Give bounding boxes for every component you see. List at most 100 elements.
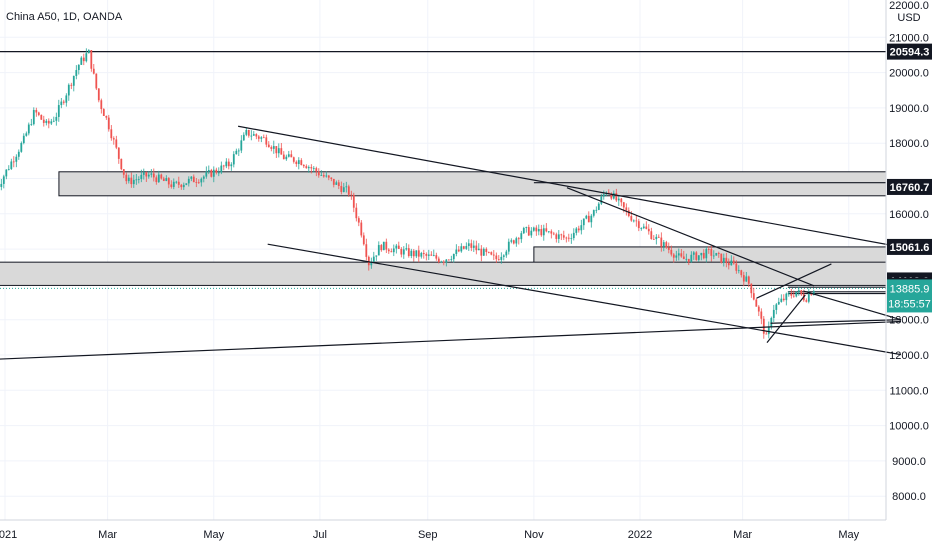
candle-body (697, 255, 700, 260)
candle-body (407, 248, 410, 256)
candle (772, 304, 775, 322)
candle-body (220, 165, 223, 173)
candle-body (765, 333, 768, 335)
candle (160, 173, 163, 180)
candle (182, 182, 185, 190)
candle (740, 269, 743, 278)
candle-body (270, 147, 273, 149)
candle-body (635, 220, 638, 222)
candle-body (40, 114, 43, 120)
candle-body (695, 252, 698, 260)
candle (640, 227, 643, 231)
candle-body (140, 174, 143, 180)
candle-body (20, 143, 23, 152)
candle-body (310, 167, 313, 169)
candle-body (680, 253, 683, 257)
candle (225, 158, 228, 169)
candle (775, 303, 778, 315)
candle-body (25, 133, 28, 136)
candle (17, 149, 20, 160)
candle-body (305, 166, 308, 169)
candle (587, 211, 590, 223)
candle-body (710, 249, 713, 256)
y-tick-label: 20000.0 (889, 68, 929, 80)
y-tick-label: 21000.0 (889, 32, 929, 44)
rising-support (0, 320, 901, 360)
candle (292, 156, 295, 164)
candle (20, 141, 23, 153)
candle-body (45, 120, 48, 123)
candle (525, 226, 528, 233)
candle-body (172, 181, 175, 187)
candle (200, 177, 203, 187)
candle-body (47, 120, 50, 124)
candle (595, 206, 598, 214)
candle (732, 256, 735, 265)
candle (255, 133, 258, 140)
candle (262, 134, 265, 139)
candle-body (522, 228, 525, 234)
candle-body (152, 173, 155, 178)
candle (767, 321, 770, 339)
candle-body (805, 300, 808, 302)
candle (430, 251, 433, 256)
candle-body (105, 115, 108, 118)
candle (150, 169, 153, 178)
current-price-box (887, 279, 932, 313)
candle-body (587, 215, 590, 223)
candle-body (812, 291, 815, 296)
candle-body (247, 129, 250, 136)
candle-body (390, 251, 393, 253)
candle-body (467, 243, 470, 247)
candle (157, 170, 160, 183)
candle (280, 142, 283, 155)
candle (747, 275, 750, 288)
candle-body (192, 176, 195, 183)
candle (135, 173, 138, 185)
candle-body (477, 248, 480, 251)
candle-body (187, 178, 190, 184)
candle (515, 236, 518, 247)
candle (537, 224, 540, 236)
candle (152, 168, 155, 182)
candle-body (145, 172, 148, 177)
candle (792, 290, 795, 298)
candle-body (22, 135, 25, 144)
candle (312, 166, 315, 173)
candle-body (562, 235, 565, 238)
candle (617, 195, 620, 206)
candle (577, 225, 580, 233)
candle-body (110, 129, 113, 139)
candle-body (490, 252, 493, 255)
wedge-upper (756, 263, 832, 299)
candle-body (495, 255, 498, 260)
candle-body (240, 140, 243, 151)
y-tick-label-partial: 22000.0 (889, 0, 929, 12)
candle-body (552, 233, 555, 235)
candle-body (127, 177, 130, 182)
candle (502, 254, 505, 261)
candle (110, 125, 113, 141)
candle-body (725, 257, 728, 264)
candle (102, 108, 105, 117)
candle (147, 170, 150, 179)
x-tick-label: Nov (524, 529, 544, 541)
candle (92, 63, 95, 75)
candle (132, 174, 135, 188)
candle (737, 265, 740, 274)
candle (12, 156, 15, 168)
candle (190, 176, 193, 182)
candle (207, 165, 210, 175)
x-tick-label: May (203, 529, 224, 541)
upper-descending (238, 125, 902, 248)
candle (745, 271, 748, 282)
candle-body (297, 160, 300, 165)
candle (380, 244, 383, 252)
candle-body (137, 179, 140, 180)
candle (215, 167, 218, 175)
candle-body (210, 170, 213, 177)
candle-body (632, 220, 635, 222)
y-tick-label: 8000.0 (892, 491, 926, 503)
candle (140, 169, 143, 183)
